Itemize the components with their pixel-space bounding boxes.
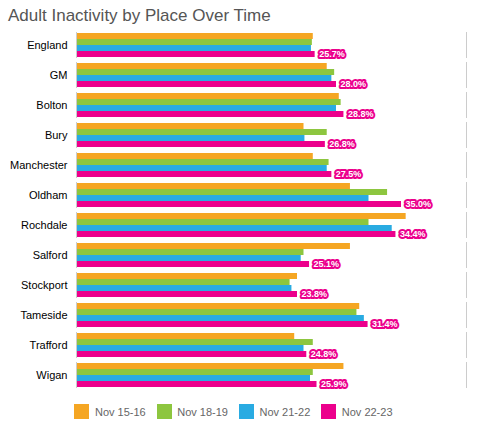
svg-text:Tameside: Tameside: [20, 309, 67, 321]
svg-text:Salford: Salford: [33, 249, 68, 261]
svg-text:Bury: Bury: [45, 129, 68, 141]
svg-text:23.8%: 23.8%: [302, 289, 328, 299]
svg-text:Stockport: Stockport: [21, 279, 67, 291]
html-text:Adult Inactivity by Place Over: Adult Inactivity by Place Over Time: [8, 6, 271, 25]
svg-text:25.9%: 25.9%: [321, 379, 347, 389]
svg-text:Trafford: Trafford: [30, 339, 68, 351]
svg-text:GM: GM: [50, 69, 68, 81]
html-text:Nov 21-22: Nov 21-22: [259, 405, 311, 418]
svg-text:Manchester: Manchester: [10, 159, 68, 171]
svg-text:24.8%: 24.8%: [311, 349, 337, 359]
svg-text:31.4%: 31.4%: [372, 319, 398, 329]
html-text:Nov 18-19: Nov 18-19: [177, 405, 228, 418]
svg-text:27.5%: 27.5%: [336, 169, 362, 179]
svg-text:Rochdale: Rochdale: [21, 219, 67, 231]
svg-text:35.0%: 35.0%: [406, 199, 432, 209]
html-text:Nov 22-23: Nov 22-23: [341, 405, 393, 418]
svg-text:Bolton: Bolton: [36, 99, 67, 111]
svg-text:28.8%: 28.8%: [348, 109, 374, 119]
html-text:Nov 15-16: Nov 15-16: [95, 405, 146, 418]
svg-text:34.4%: 34.4%: [400, 229, 426, 239]
svg-text:Wigan: Wigan: [36, 369, 67, 381]
svg-text:26.8%: 26.8%: [329, 139, 355, 149]
svg-text:Oldham: Oldham: [29, 189, 68, 201]
svg-text:25.7%: 25.7%: [319, 49, 345, 59]
svg-text:25.1%: 25.1%: [314, 259, 340, 269]
svg-text:England: England: [27, 39, 67, 51]
svg-text:28.0%: 28.0%: [341, 79, 367, 89]
